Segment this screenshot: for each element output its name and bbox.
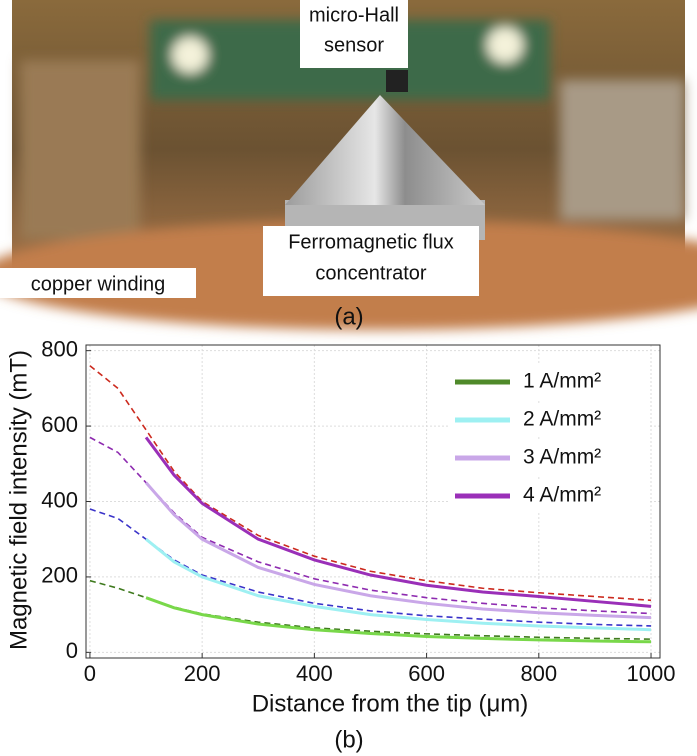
- legend-label: 1 A/mm²: [523, 370, 601, 393]
- caption: (a): [334, 303, 363, 330]
- measured-line: [145, 538, 652, 632]
- x-tick-label: 800: [520, 661, 557, 686]
- caption: (b): [334, 726, 363, 753]
- y-tick-label: 400: [41, 487, 78, 512]
- annotation: copper winding: [31, 273, 166, 295]
- x-tick-label: 400: [296, 661, 333, 686]
- annotation: micro-Hall: [309, 4, 399, 26]
- simulated-line: [89, 365, 652, 602]
- measured-line: [144, 436, 652, 608]
- measured-line: [145, 596, 652, 644]
- legend-label: 2 A/mm²: [523, 408, 601, 431]
- x-tick-label: 1000: [627, 661, 676, 686]
- x-tick-label: 200: [184, 661, 221, 686]
- y-tick-label: 800: [41, 336, 78, 361]
- x-tick-label: 600: [408, 661, 445, 686]
- x-tick-label: 0: [84, 661, 96, 686]
- annotation: Ferromagnetic flux: [288, 231, 454, 253]
- simulated-line: [89, 579, 652, 640]
- y-tick-label: 200: [41, 563, 78, 588]
- photo: micro-Hall sensor Ferromagnetic flux con…: [0, 0, 697, 330]
- measured-line: [144, 481, 652, 620]
- annotation: concentrator: [315, 262, 427, 284]
- y-axis-label: Magnetic field intensity (mT): [5, 350, 32, 650]
- y-tick-label: 0: [66, 638, 78, 663]
- y-tick-label: 600: [41, 412, 78, 437]
- x-axis-label: Distance from the tip (μm): [252, 690, 529, 717]
- legend-label: 4 A/mm²: [523, 484, 601, 507]
- plot-frame: [85, 344, 661, 659]
- legend-label: 3 A/mm²: [523, 446, 601, 469]
- annotation: sensor: [324, 34, 384, 56]
